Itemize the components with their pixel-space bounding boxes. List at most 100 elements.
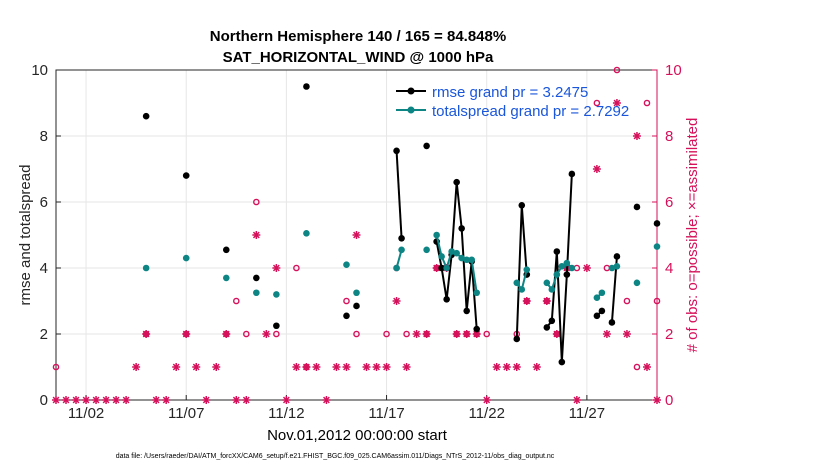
obs-assimilated-marker bbox=[372, 363, 381, 371]
totalspread-point bbox=[393, 264, 400, 272]
obs-assimilated-marker bbox=[462, 330, 471, 338]
obs-possible-marker bbox=[343, 297, 350, 305]
obs-possible-marker bbox=[232, 297, 240, 305]
totalspread-point bbox=[513, 279, 521, 287]
legend-totalspread-marker bbox=[407, 106, 415, 114]
rmse-point bbox=[398, 235, 405, 242]
obs-assimilated-marker bbox=[653, 396, 661, 404]
y-tick-label: 4 bbox=[40, 260, 48, 277]
obs-assimilated-marker bbox=[172, 363, 181, 371]
obs-assimilated-marker bbox=[412, 330, 421, 338]
rmse-point bbox=[558, 358, 566, 366]
y-tick-label: 8 bbox=[40, 128, 48, 145]
obs-assimilated-marker bbox=[422, 330, 431, 338]
totalspread-point bbox=[353, 289, 360, 297]
y2-tick-label: 0 bbox=[665, 392, 673, 409]
obs-assimilated-marker bbox=[532, 363, 541, 371]
obs-possible-marker bbox=[52, 363, 60, 371]
obs-possible-marker bbox=[613, 66, 621, 74]
y2-tick-label: 4 bbox=[665, 260, 673, 277]
x-tick-label: 11/17 bbox=[368, 405, 404, 422]
obs-assimilated-marker bbox=[212, 363, 221, 371]
obs-possible-marker bbox=[623, 297, 631, 305]
obs-assimilated-marker bbox=[272, 264, 281, 272]
totalspread-point bbox=[343, 261, 350, 269]
obs-assimilated-marker bbox=[382, 363, 391, 371]
y-tick-label: 2 bbox=[40, 326, 48, 343]
obs-assimilated-marker bbox=[632, 132, 641, 140]
chart-title: Northern Hemisphere 140 / 165 = 84.848% bbox=[210, 28, 506, 45]
rmse-point bbox=[182, 172, 190, 179]
obs-assimilated-marker bbox=[112, 396, 121, 404]
obs-assimilated-marker bbox=[642, 363, 651, 371]
obs-assimilated-marker bbox=[402, 363, 411, 371]
obs-assimilated-marker bbox=[122, 396, 131, 404]
rmse-point bbox=[548, 317, 556, 325]
y-tick-label: 6 bbox=[40, 194, 48, 211]
obs-assimilated-marker bbox=[612, 99, 621, 107]
obs-assimilated-marker bbox=[572, 396, 581, 404]
rmse-series bbox=[142, 83, 661, 366]
rmse-point bbox=[473, 325, 481, 333]
obs-possible-marker bbox=[383, 330, 390, 338]
totalspread-point bbox=[593, 294, 601, 302]
rmse-point bbox=[343, 312, 350, 320]
obs-assimilated-marker bbox=[492, 363, 501, 371]
obs-assimilated-marker bbox=[82, 396, 91, 404]
obs-assimilated-marker bbox=[522, 297, 531, 305]
rmse-point bbox=[613, 253, 621, 260]
obs-possible-marker bbox=[643, 99, 651, 107]
obs-counts bbox=[52, 66, 661, 404]
rmse-point bbox=[443, 296, 450, 303]
totalspread-point bbox=[598, 289, 606, 297]
obs-assimilated-marker bbox=[92, 396, 101, 404]
obs-assimilated-marker bbox=[202, 396, 211, 404]
obs-assimilated-marker bbox=[302, 363, 311, 371]
obs-possible-marker bbox=[243, 330, 250, 338]
totalspread-point bbox=[448, 248, 455, 255]
footnote: data file: /Users/raeder/DAI/ATM_forcXX/… bbox=[116, 453, 555, 460]
obs-assimilated-marker bbox=[182, 330, 191, 338]
obs-assimilated-marker bbox=[242, 396, 251, 404]
rmse-point bbox=[568, 170, 576, 178]
rmse-point bbox=[423, 142, 430, 150]
rmse-point bbox=[608, 319, 616, 326]
rmse-point bbox=[458, 225, 465, 232]
totalspread-point bbox=[608, 264, 616, 272]
obs-assimilated-marker bbox=[232, 396, 241, 404]
obs-possible-marker bbox=[253, 198, 260, 206]
legend: rmse grand pr = 3.2475 totalspread grand… bbox=[396, 84, 629, 120]
obs-assimilated-marker bbox=[62, 396, 71, 404]
totalspread-point bbox=[273, 291, 280, 298]
totalspread-point bbox=[423, 246, 430, 254]
rmse-point bbox=[393, 147, 400, 155]
y2-tick-label: 2 bbox=[665, 326, 673, 343]
obs-assimilated-marker bbox=[392, 297, 401, 305]
obs-possible-marker bbox=[273, 330, 280, 338]
rmse-point bbox=[563, 271, 571, 278]
obs-possible-marker bbox=[593, 99, 601, 107]
totalspread-point bbox=[558, 263, 566, 270]
y-tick-label: 0 bbox=[40, 392, 48, 409]
rmse-point bbox=[253, 274, 260, 282]
x-tick-label: 11/27 bbox=[569, 405, 605, 422]
rmse-point bbox=[593, 312, 601, 320]
totalspread-point bbox=[453, 249, 460, 257]
obs-possible-marker bbox=[483, 330, 491, 338]
obs-assimilated-marker bbox=[192, 363, 201, 371]
rmse-point bbox=[353, 302, 360, 310]
totalspread-point bbox=[468, 256, 475, 264]
totalspread-point bbox=[653, 243, 661, 250]
totalspread-point bbox=[253, 289, 260, 297]
legend-totalspread-label: totalspread grand pr = 2.7292 bbox=[432, 103, 629, 120]
legend-rmse-label: rmse grand pr = 3.2475 bbox=[432, 84, 588, 101]
obs-assimilated-marker bbox=[152, 396, 161, 404]
obs-assimilated-marker bbox=[222, 330, 231, 338]
obs-assimilated-marker bbox=[252, 231, 261, 239]
x-axis-label: Nov.01,2012 00:00:00 start bbox=[267, 427, 448, 444]
x-tick-label: 11/02 bbox=[68, 405, 104, 422]
obs-assimilated-marker bbox=[292, 363, 301, 371]
rmse-point bbox=[142, 112, 150, 120]
totalspread-point bbox=[563, 259, 571, 267]
rmse-point bbox=[653, 220, 661, 227]
